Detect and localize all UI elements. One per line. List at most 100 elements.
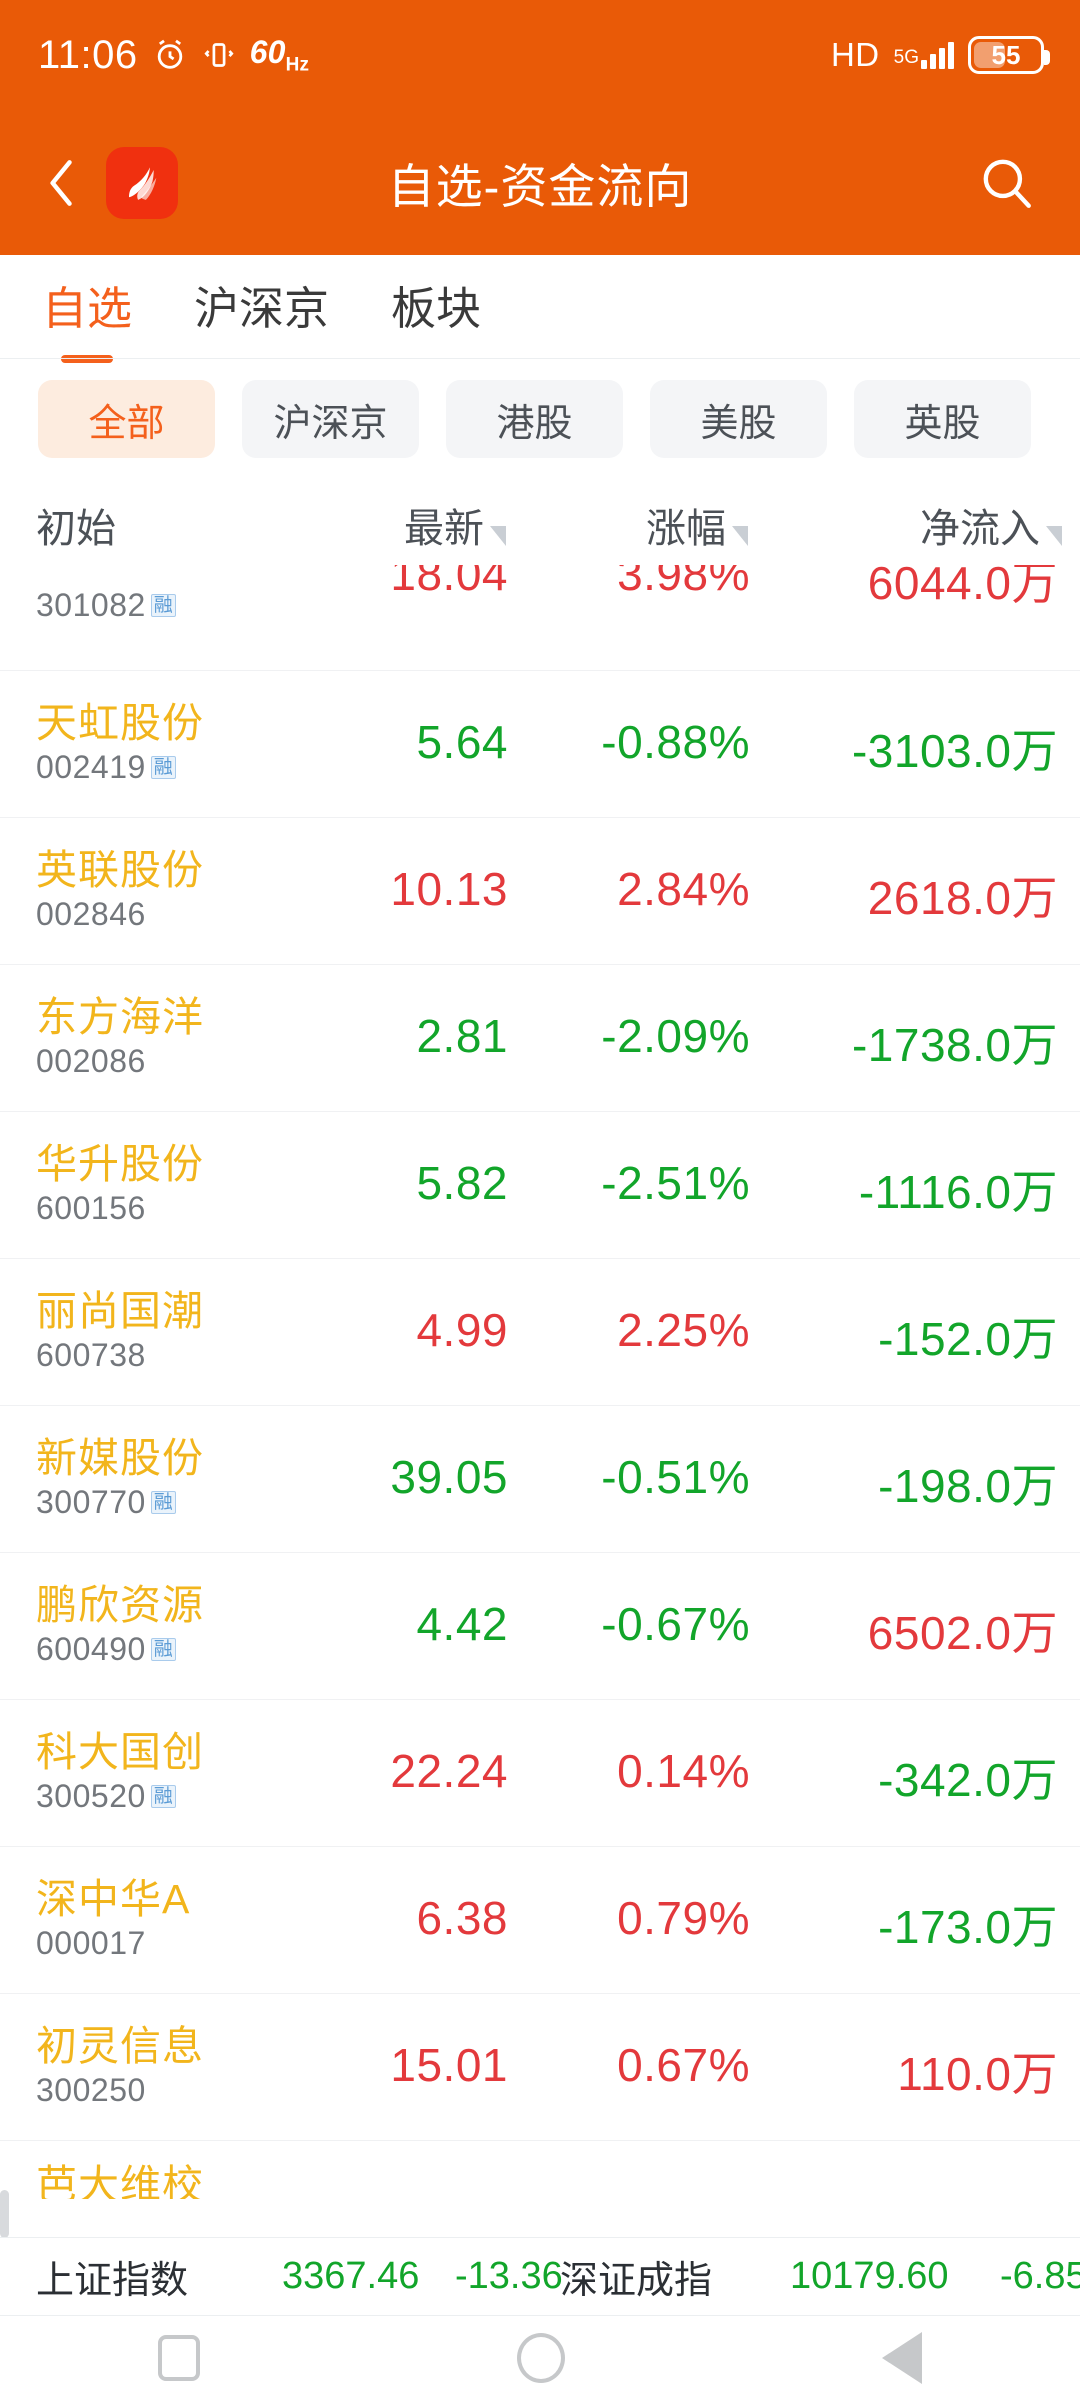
stock-price: 18.04 xyxy=(390,565,508,600)
column-header-price[interactable]: 最新 xyxy=(404,496,506,554)
stock-change-percent: 2.84% xyxy=(617,863,750,915)
chip-hk[interactable]: 港股 xyxy=(446,380,623,458)
main-tab-bar: 自选 沪深京 板块 xyxy=(0,255,1080,358)
stock-name: 天虹股份 xyxy=(36,700,204,746)
vibrate-icon xyxy=(202,38,236,72)
stock-row[interactable]: 东方海洋 002086 2.81 -2.09% -1738.0万 xyxy=(0,965,1080,1112)
stock-change-percent: 3.98% xyxy=(617,565,750,600)
list-scrollbar-thumb[interactable] xyxy=(0,2190,9,2238)
sort-descending-icon xyxy=(490,526,506,546)
stock-price: 5.82 xyxy=(416,1157,508,1209)
index-value-szse: 10179.60 xyxy=(790,2255,949,2297)
margin-trading-badge: 融 xyxy=(150,1784,176,1809)
stock-change-percent: -0.51% xyxy=(601,1451,750,1503)
battery-icon: 55 xyxy=(968,36,1050,74)
stock-price: 4.99 xyxy=(416,1304,508,1356)
stock-code-line: 600156 xyxy=(36,1190,146,1227)
stock-name: 鹏欣资源 xyxy=(36,1582,204,1628)
alarm-icon xyxy=(152,37,188,73)
refresh-rate-indicator: 60Hz xyxy=(249,33,310,76)
stock-code-line: 600738 xyxy=(36,1337,146,1374)
stock-code-line: 600490 融 xyxy=(36,1631,176,1668)
home-circle-icon[interactable] xyxy=(516,2333,565,2383)
chip-all[interactable]: 全部 xyxy=(38,380,215,458)
stock-net-inflow: -1116.0万 xyxy=(858,1166,1058,1218)
stock-net-inflow: -342.0万 xyxy=(878,1754,1058,1806)
stock-net-inflow: 6502.0万 xyxy=(867,1607,1058,1659)
stock-row[interactable]: 芭大维校 xyxy=(0,2141,1080,2199)
stock-code: 000017 xyxy=(36,1925,146,1961)
stock-code-line: 002419 融 xyxy=(36,749,176,786)
stock-name: 初灵信息 xyxy=(36,2023,204,2069)
index-label-sse: 上证指数 xyxy=(36,2260,189,2302)
status-bar-left: 11:06 60Hz xyxy=(38,34,309,76)
margin-trading-badge: 融 xyxy=(150,593,176,618)
search-icon[interactable] xyxy=(976,152,1038,214)
stock-code: 002419 xyxy=(36,749,146,785)
stock-name: 新媒股份 xyxy=(36,1435,204,1481)
stock-row[interactable]: 华升股份 600156 5.82 -2.51% -1116.0万 xyxy=(0,1112,1080,1259)
app-header: 自选-资金流向 xyxy=(0,110,1080,255)
stock-row[interactable]: 天虹股份 002419 融 5.64 -0.88% -3103.0万 xyxy=(0,671,1080,818)
status-time: 11:06 xyxy=(38,32,138,77)
stock-code: 600156 xyxy=(36,1190,146,1226)
stock-row[interactable]: 丽尚国潮 600738 4.99 2.25% -152.0万 xyxy=(0,1259,1080,1406)
margin-trading-badge: 融 xyxy=(150,755,176,780)
chip-us[interactable]: 美股 xyxy=(650,380,827,458)
stock-change-percent: -2.09% xyxy=(601,1010,750,1062)
column-header-change[interactable]: 涨幅 xyxy=(646,496,748,554)
stock-name: 丽尚国潮 xyxy=(36,1288,204,1334)
index-value-sse: 3367.46 xyxy=(282,2255,420,2297)
column-header-change-label: 涨幅 xyxy=(646,507,726,551)
tab-hushenjing[interactable]: 沪深京 xyxy=(194,283,330,334)
margin-trading-badge: 融 xyxy=(150,1637,176,1662)
stock-name: 科大国创 xyxy=(36,1729,204,1775)
stock-list[interactable]: 301082 融 18.04 3.98% 6044.0万 天虹股份 002419 融 5.64-… xyxy=(0,565,1080,2237)
table-column-header: 初始 最新 涨幅 净流入 xyxy=(0,485,1080,565)
stock-change-percent: 0.67% xyxy=(617,2039,750,2091)
system-status-bar: 11:06 60Hz HD 5G xyxy=(0,0,1080,110)
stock-code-line: 000017 xyxy=(36,1925,146,1962)
stock-row[interactable]: 深中华A 000017 6.38 0.79% -173.0万 xyxy=(0,1847,1080,1994)
sort-descending-icon xyxy=(732,526,748,546)
stock-change-percent: -2.51% xyxy=(601,1157,750,1209)
market-index-bar[interactable]: 上证指数 3367.46 -13.36 深证成指 10179.60 -6.85 xyxy=(0,2237,1080,2315)
chip-hushenjing[interactable]: 沪深京 xyxy=(242,380,419,458)
stock-name: 英联股份 xyxy=(36,847,204,893)
battery-level: 55 xyxy=(991,39,1021,70)
stock-row[interactable]: 新媒股份 300770 融 39.05 -0.51% -198.0万 xyxy=(0,1406,1080,1553)
chip-uk[interactable]: 英股 xyxy=(854,380,1031,458)
column-header-netflow-label: 净流入 xyxy=(920,507,1040,551)
tab-divider xyxy=(0,358,1080,359)
stock-code-line: 300250 xyxy=(36,2072,146,2109)
stock-row[interactable]: 英联股份 002846 10.13 2.84% 2618.0万 xyxy=(0,818,1080,965)
stock-code: 600738 xyxy=(36,1337,146,1373)
column-header-name: 初始 xyxy=(36,507,116,551)
recents-square-icon[interactable] xyxy=(158,2335,201,2381)
stock-change-percent: -0.88% xyxy=(601,716,750,768)
back-chevron-icon[interactable] xyxy=(22,153,102,213)
stock-code-line: 301082 融 xyxy=(36,587,176,624)
tab-bankuai[interactable]: 板块 xyxy=(391,283,482,334)
stock-change-percent: 2.25% xyxy=(617,1304,750,1356)
stock-change-percent: 0.14% xyxy=(617,1745,750,1797)
signal-bars-icon xyxy=(921,41,954,69)
stock-code-line: 300770 融 xyxy=(36,1484,176,1521)
column-header-netflow[interactable]: 净流入 xyxy=(920,496,1062,554)
stock-row[interactable]: 科大国创 300520 融 22.24 0.14% -342.0万 xyxy=(0,1700,1080,1847)
tab-zixuan[interactable]: 自选 xyxy=(42,272,132,341)
index-change-sse: -13.36 xyxy=(455,2255,563,2297)
stock-row[interactable]: 初灵信息 300250 15.01 0.67% 110.0万 xyxy=(0,1994,1080,2141)
app-logo-icon[interactable] xyxy=(106,146,178,219)
stock-net-inflow: -173.0万 xyxy=(878,1901,1058,1953)
stock-row[interactable]: 301082 融 18.04 3.98% 6044.0万 xyxy=(0,565,1080,671)
back-triangle-icon[interactable] xyxy=(881,2332,922,2384)
stock-code-line: 002086 xyxy=(36,1043,146,1080)
index-change-szse: -6.85 xyxy=(1000,2255,1080,2297)
android-navigation-bar xyxy=(0,2315,1080,2400)
stock-code-line: 300520 融 xyxy=(36,1778,176,1815)
stock-code: 301082 xyxy=(36,587,146,623)
sort-descending-icon xyxy=(1046,526,1062,546)
hd-icon: HD xyxy=(830,36,880,73)
stock-row[interactable]: 鹏欣资源 600490 融 4.42 -0.67% 6502.0万 xyxy=(0,1553,1080,1700)
